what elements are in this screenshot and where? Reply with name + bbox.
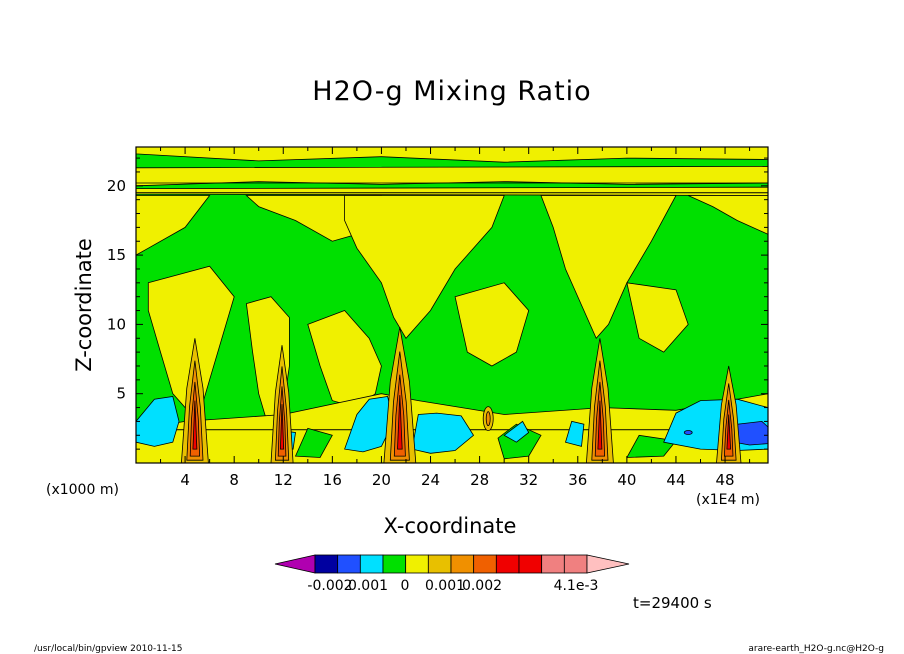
level-yellow xyxy=(307,310,382,409)
colorbar-cell xyxy=(495,554,520,574)
level-cyan xyxy=(564,420,585,447)
x-tick-label: 32 xyxy=(519,471,538,489)
y-tick-label: 20 xyxy=(107,177,126,195)
footer-program-path: /usr/local/bin/gpview 2010-11-15 xyxy=(34,644,183,654)
x-tick-label: 12 xyxy=(274,471,293,489)
colorbar-cell xyxy=(382,554,407,574)
level-yellow xyxy=(136,195,211,256)
y-axis-label: Z-coordinate xyxy=(72,238,96,372)
time-label: t=29400 s xyxy=(633,594,712,612)
y-tick-label: 15 xyxy=(107,246,126,264)
level-yellow xyxy=(688,195,768,235)
colorbar-cell xyxy=(473,554,497,574)
x-axis-label: X-coordinate xyxy=(383,514,517,538)
footer-file-name: arare-earth_H2O-g.nc@H2O-g xyxy=(748,644,884,654)
colorbar-label: 0.001 xyxy=(425,578,465,594)
colorbar-cell xyxy=(427,554,452,574)
core-21-red xyxy=(397,395,403,450)
colorbar-cell xyxy=(314,554,339,574)
level-yellow xyxy=(626,282,689,353)
colorbar-arrow-low xyxy=(274,554,316,574)
colorbar-label: 0 xyxy=(401,578,410,594)
core-48-red xyxy=(726,414,732,450)
colorbar-arrow-high xyxy=(586,554,630,574)
x-tick-label: 20 xyxy=(372,471,391,489)
x-tick-label: 40 xyxy=(617,471,636,489)
colorbar-cell xyxy=(541,554,565,574)
colorbar-label: 0.001 xyxy=(348,578,388,594)
x-tick-label: 28 xyxy=(470,471,489,489)
x-tick-label: 8 xyxy=(229,471,239,489)
colorbar-label: 0.002 xyxy=(462,578,502,594)
level-cyan xyxy=(411,412,475,454)
colorbar-cell xyxy=(450,554,475,574)
x-tick-label: 36 xyxy=(568,471,587,489)
colorbar-cell xyxy=(405,554,429,574)
y-tick-label: 5 xyxy=(116,385,126,403)
core-4-red xyxy=(192,400,198,450)
x-tick-label: 44 xyxy=(666,471,685,489)
core-12-red xyxy=(279,404,285,450)
level-cyan xyxy=(503,420,530,443)
y-axis: 5 10 15 20 xyxy=(107,157,768,450)
level-cyan xyxy=(136,396,180,447)
level-yellow xyxy=(136,186,768,196)
contour-fill xyxy=(136,147,768,463)
x-tick-label: 48 xyxy=(716,471,735,489)
x-tick-label: 16 xyxy=(323,471,342,489)
x-unit-label: (x1000 m) xyxy=(46,482,119,498)
x-tick-label: 4 xyxy=(180,471,190,489)
y-tick-label: 10 xyxy=(107,315,126,333)
colorbar-cell xyxy=(518,554,543,574)
colorbar-label: 4.1e-3 xyxy=(554,578,599,594)
x-scale-label: (x1E4 m) xyxy=(696,492,760,508)
level-yellow xyxy=(540,195,677,340)
chart-title: H2O-g Mixing Ratio xyxy=(312,76,592,107)
core-38-red xyxy=(597,400,603,450)
colorbar-cell xyxy=(359,554,384,574)
plot-frame xyxy=(135,146,769,464)
colorbar-label: -0.002 xyxy=(307,578,352,594)
level-green xyxy=(294,427,333,458)
level-yellow xyxy=(136,147,768,163)
colorbar-cell xyxy=(563,554,588,574)
x-tick-label: 24 xyxy=(421,471,440,489)
level-yellow xyxy=(136,165,768,187)
contour-field xyxy=(136,147,768,463)
level-blue xyxy=(683,430,693,435)
x-axis: 4 8 12 16 20 24 28 32 36 40 44 48 xyxy=(160,147,751,489)
level-yellow xyxy=(344,195,505,339)
level-yellow xyxy=(454,282,530,367)
level-orange xyxy=(485,411,491,427)
colorbar-cell xyxy=(337,554,361,574)
